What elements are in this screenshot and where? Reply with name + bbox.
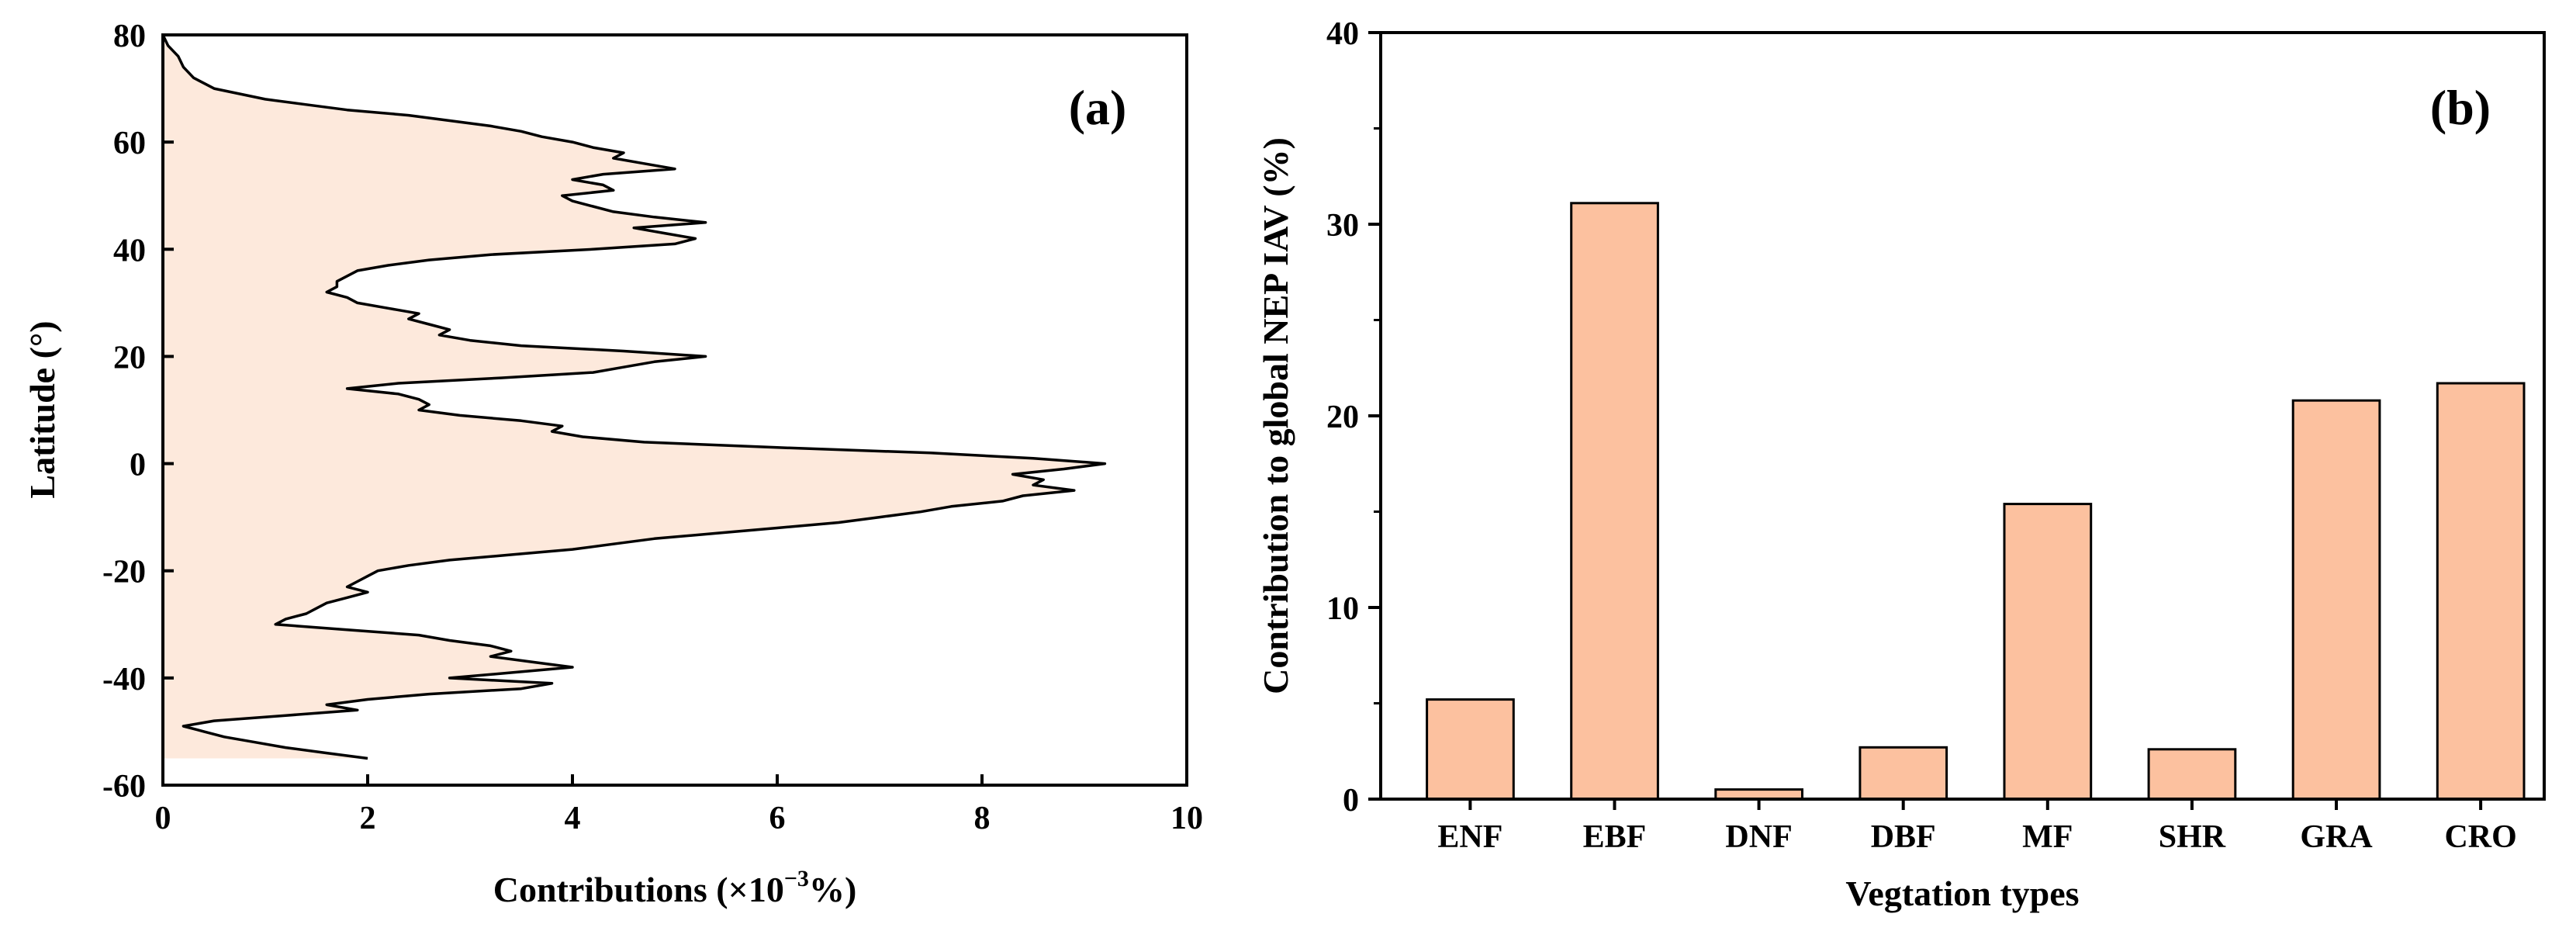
- bar-gra: [2291, 399, 2381, 801]
- bar-cro: [2436, 382, 2526, 801]
- panel-a-y-tick-label: 40: [113, 233, 146, 268]
- bar-ebf: [1570, 202, 1659, 801]
- panel-b-label: (b): [2430, 80, 2491, 135]
- panel-a-x-tick-label: 10: [1170, 801, 1203, 836]
- panel-b-y-axis: 0 10 20 30 40: [1326, 16, 1381, 819]
- panel-a-frame: [161, 33, 1188, 787]
- category-label-gra: GRA: [2300, 819, 2373, 855]
- panel-b-x-axis-title: Vegtation types: [1845, 874, 2079, 913]
- panel-a-chart: 0 2 4 6 8 10 -60 -40 -20 0 20 40 60 80 (a) Contribut…: [22, 19, 1203, 909]
- panel-a-y-axis-title: Latitude (°): [22, 320, 62, 498]
- panel-b-chart: ENF EBF DNF DBF MF SHR GRA CRO 0 10 20 30 40 (b) Ve…: [1256, 16, 2546, 913]
- category-label-cro: CRO: [2444, 819, 2516, 855]
- panel-a-x-tick-label: 4: [565, 801, 581, 836]
- panel-b-y-axis-title: Contribution to global NEP IAV (%): [1256, 137, 1295, 694]
- bar-shr: [2147, 748, 2237, 801]
- category-label-dnf: DNF: [1725, 819, 1792, 855]
- bar-dbf: [1859, 746, 1948, 801]
- category-label-mf: MF: [2022, 819, 2073, 855]
- panel-b-bars: [1426, 202, 2526, 801]
- bar-enf: [1426, 698, 1515, 801]
- panel-a-x-tick-label: 8: [974, 801, 991, 836]
- panel-a-y-axis: -60 -40 -20 0 20 40 60 80: [102, 19, 174, 805]
- panel-a-x-tick-label: 6: [769, 801, 786, 836]
- panel-a-y-tick-label: 60: [113, 126, 146, 161]
- panel-b-y-tick-label: 30: [1326, 208, 1359, 244]
- panel-a-y-tick-label: 80: [113, 19, 146, 54]
- panel-b-x-axis: ENF EBF DNF DBF MF SHR GRA CRO: [1437, 799, 2517, 855]
- panel-b-y-tick-label: 20: [1326, 400, 1359, 435]
- panel-a-y-tick-label: -20: [102, 555, 146, 590]
- category-label-enf: ENF: [1437, 819, 1502, 855]
- panel-a-y-tick-label: 20: [113, 340, 146, 376]
- latitude-contribution-line: [161, 34, 1107, 760]
- panel-b-y-tick-label: 0: [1343, 783, 1359, 819]
- category-label-shr: SHR: [2159, 819, 2226, 855]
- panel-a-x-tick-label: 0: [155, 801, 171, 836]
- latitude-contribution-area: [163, 35, 1105, 759]
- panel-a-y-tick-label: -40: [102, 662, 146, 697]
- panel-b-y-tick-label: 10: [1326, 591, 1359, 627]
- panel-a-label: (a): [1069, 80, 1127, 135]
- panel-a-x-axis-title: Contributions (×10−3%): [493, 866, 857, 909]
- panel-a-y-tick-label: -60: [102, 769, 146, 805]
- panel-a-y-tick-label: 0: [130, 448, 146, 483]
- bar-mf: [2003, 503, 2093, 801]
- category-label-dbf: DBF: [1871, 819, 1936, 855]
- panel-b-y-tick-label: 40: [1326, 16, 1359, 52]
- panel-a-x-tick-label: 2: [360, 801, 376, 836]
- panel-a-x-axis: 0 2 4 6 8 10: [155, 774, 1203, 836]
- category-label-ebf: EBF: [1583, 819, 1647, 855]
